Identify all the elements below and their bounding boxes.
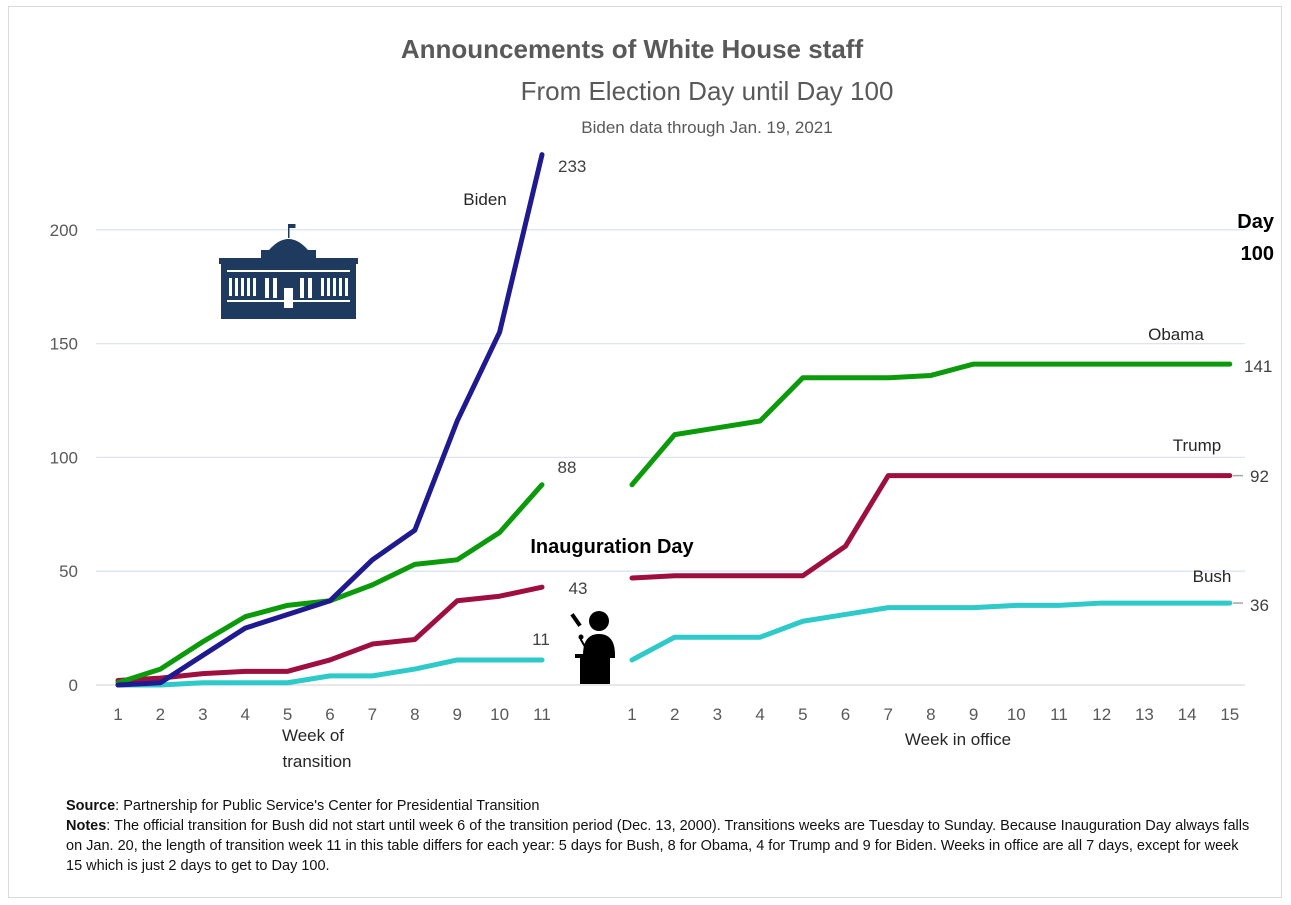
bush-office-line	[629, 600, 1233, 663]
x-tick-office: 15	[1220, 705, 1239, 724]
notes-block: Source: Partnership for Public Service's…	[66, 796, 1256, 876]
notes-text: : The official transition for Bush did n…	[66, 818, 1250, 874]
svg-text:Day: Day	[1237, 211, 1275, 233]
podium-speaker-icon	[570, 611, 615, 684]
obama-transition-line	[115, 482, 545, 686]
x-tick-office: 11	[1050, 705, 1068, 724]
trump-transition-end-label: 43	[569, 579, 588, 598]
bush-end-label: 36	[1250, 596, 1269, 615]
x-tick-office: 7	[883, 705, 892, 724]
y-tick-label: 150	[50, 335, 78, 354]
x-tick-office: 6	[841, 705, 850, 724]
y-axis-ticks: 0 50 100 150 200	[50, 221, 78, 695]
x-tick-office: 14	[1178, 705, 1197, 724]
chart-title: Announcements of White House staff	[401, 34, 864, 64]
obama-transition-end-label: 88	[558, 458, 577, 477]
x-tick-transition: 7	[368, 705, 377, 724]
x-tick-office: 5	[798, 705, 807, 724]
notes-line: Notes: The official transition for Bush …	[66, 816, 1256, 876]
obama-office-line	[629, 361, 1233, 488]
y-tick-label: 100	[50, 448, 78, 467]
series-lines	[115, 152, 1233, 688]
y-tick-label: 200	[50, 221, 78, 240]
x-tick-transition: 6	[325, 705, 334, 724]
trump-name: Trump	[1173, 436, 1222, 455]
bush-transition-line	[115, 657, 545, 688]
source-text: : Partnership for Public Service's Cente…	[115, 798, 540, 814]
bush-name: Bush	[1193, 567, 1232, 586]
chart-subtitle: From Election Day until Day 100	[521, 76, 894, 106]
x-tick-office: 13	[1135, 705, 1154, 724]
x-tick-office: 9	[969, 705, 978, 724]
y-tick-label: 0	[69, 676, 78, 695]
biden-transition-line	[115, 152, 545, 688]
x-tick-office: 4	[755, 705, 764, 724]
notes-label: Notes	[66, 818, 107, 834]
x-tick-office: 8	[926, 705, 935, 724]
chart-frame	[8, 6, 1282, 898]
x-tick-office: 12	[1092, 705, 1111, 724]
y-tick-label: 50	[59, 562, 78, 581]
x-axis-title-transition: Week of transition	[282, 726, 352, 771]
source-line: Source: Partnership for Public Service's…	[66, 796, 1256, 816]
x-tick-transition: 1	[113, 705, 122, 724]
x-tick-transition: 11	[533, 705, 551, 724]
x-axis-ticks: 1 2 3 4 5 6 7 8 9 10 11 1 2 3 4 5 6 7 8 9 10 11 12 13 14 15	[113, 705, 1239, 724]
x-tick-office: 1	[627, 705, 636, 724]
trump-office-line	[629, 473, 1233, 581]
x-tick-transition: 5	[283, 705, 292, 724]
source-label: Source	[66, 798, 116, 814]
x-tick-office: 10	[1007, 705, 1026, 724]
x-tick-transition: 3	[198, 705, 207, 724]
x-tick-office: 2	[670, 705, 679, 724]
trump-transition-line	[115, 584, 545, 683]
day-100-label: Day 100	[1237, 211, 1275, 265]
trump-end-label: 92	[1250, 467, 1269, 486]
svg-text:transition: transition	[283, 752, 352, 771]
x-tick-transition: 4	[240, 705, 249, 724]
chart-subsubtitle: Biden data through Jan. 19, 2021	[581, 118, 832, 137]
x-axis-title-office: Week in office	[905, 730, 1011, 749]
x-tick-transition: 8	[410, 705, 419, 724]
x-tick-office: 3	[713, 705, 722, 724]
x-tick-transition: 9	[452, 705, 461, 724]
x-tick-transition: 2	[156, 705, 165, 724]
obama-name: Obama	[1148, 325, 1204, 344]
obama-end-label: 141	[1244, 357, 1272, 376]
bush-transition-end-label: 11	[532, 630, 550, 649]
white-house-icon	[219, 224, 358, 319]
svg-text:Week of: Week of	[282, 726, 344, 745]
svg-text:100: 100	[1241, 243, 1274, 265]
series-labels: Biden 233 Obama 141 88 Trump 92 43 Bush 36 11	[463, 157, 1272, 649]
x-tick-transition: 10	[490, 705, 509, 724]
biden-end-label: 233	[558, 157, 586, 176]
inauguration-day-label: Inauguration Day	[530, 536, 694, 558]
biden-name: Biden	[463, 190, 506, 209]
gridlines	[96, 229, 1245, 686]
